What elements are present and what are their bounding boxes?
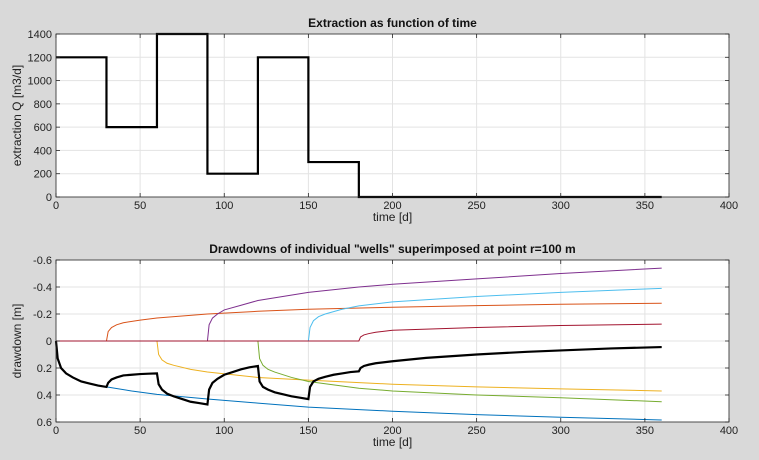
x-tick-label: 100 [215,200,233,212]
y-tick-label: 0.2 [37,363,52,375]
y-axis-label: drawdown [m] [10,304,24,379]
x-tick-label: 0 [53,425,59,437]
y-tick-label: 0 [46,192,52,204]
series-line-5 [56,287,662,342]
chart-title: Extraction as function of time [308,16,477,30]
y-tick-label: -0.2 [33,309,52,321]
y-tick-label: 400 [34,145,52,157]
x-axis-label: time [d] [373,435,412,449]
y-tick-label: 1200 [28,52,52,64]
x-tick-label: 250 [467,425,485,437]
y-tick-label: 800 [34,99,52,111]
y-tick-label: -0.4 [33,282,52,294]
x-tick-label: 150 [299,425,317,437]
x-tick-label: 400 [720,200,738,212]
x-tick-label: 50 [134,425,146,437]
y-tick-label: 600 [34,122,52,134]
x-tick-label: 50 [134,200,146,212]
series-line-7 [54,340,662,406]
y-tick-label: 200 [34,169,52,181]
series-line-0 [56,32,662,199]
x-tick-label: 350 [636,425,654,437]
series-line-3 [56,267,662,342]
series-line-2 [56,340,662,392]
y-tick-label: 0.4 [37,390,52,402]
chart-extraction: 0 50 100 150 200 250 300 350 400 0 200 400 600 800 100… [10,16,738,224]
y-tick-label: 0 [46,336,52,348]
y-tick-label: 0.6 [37,417,52,429]
x-tick-label: 300 [552,200,570,212]
chart-drawdowns: 0 50 100 150 200 250 300 350 400 -0.6 -0.4 -0.2 0 0.2… [10,242,738,449]
y-tick-label: 1000 [28,76,52,88]
x-tick-label: 250 [467,200,485,212]
x-tick-label: 200 [383,200,401,212]
x-tick-label: 0 [53,200,59,212]
y-tick-label: -0.6 [33,255,52,267]
series-line-4 [56,340,662,403]
series-line-6 [56,323,662,342]
chart-title: Drawdowns of individual "wells" superimp… [209,242,575,256]
x-tick-label: 100 [215,425,233,437]
x-tick-label: 300 [552,425,570,437]
x-tick-label: 150 [299,200,317,212]
series-line-1 [56,302,662,342]
x-tick-label: 400 [720,425,738,437]
y-tick-label: 1400 [28,29,52,41]
x-axis-label: time [d] [373,210,412,224]
y-axis-label: extraction Q [m3/d] [10,65,24,166]
x-tick-label: 350 [636,200,654,212]
x-tick-label: 200 [383,425,401,437]
